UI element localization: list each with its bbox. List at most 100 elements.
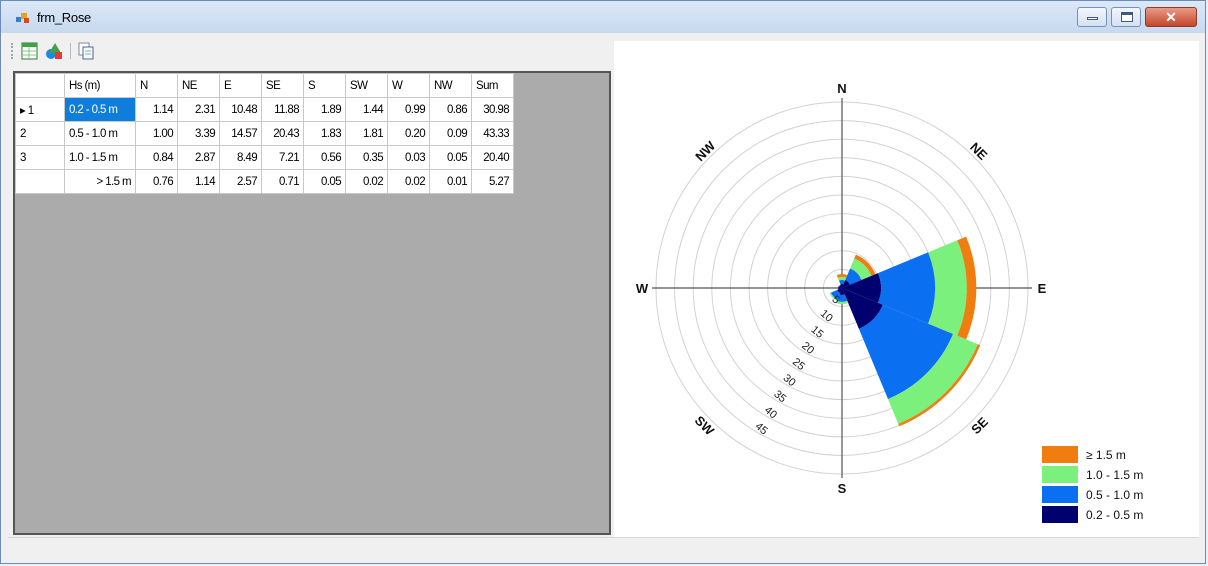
cell-s[interactable]: 1.83	[303, 121, 346, 146]
cell-se[interactable]: 0.71	[261, 169, 304, 194]
toolbar-grip[interactable]	[11, 43, 16, 59]
cell-n[interactable]: 0.76	[135, 169, 178, 194]
petal-s	[835, 302, 849, 305]
petal-sw	[837, 288, 842, 293]
direction-label-nw: NW	[692, 138, 718, 164]
petal-n	[838, 280, 846, 285]
petal-sw	[830, 290, 840, 300]
title-bar[interactable]: frm_Rose ✕	[1, 1, 1205, 33]
column-header-n[interactable]: N	[135, 73, 178, 98]
radial-tick-label: 15	[808, 324, 825, 341]
close-icon: ✕	[1165, 9, 1177, 25]
toolbar	[8, 37, 611, 65]
petal-e	[957, 236, 977, 340]
cell-sum[interactable]: 20.40	[471, 145, 514, 170]
cell-w[interactable]: 0.99	[387, 97, 430, 122]
cell-e[interactable]: 10.48	[219, 97, 262, 122]
petal-s	[836, 294, 848, 302]
cell-nw[interactable]: 0.05	[429, 145, 472, 170]
cell-n[interactable]: 1.00	[135, 121, 178, 146]
cell-ne[interactable]: 3.39	[177, 121, 220, 146]
shapes-icon[interactable]	[44, 41, 64, 61]
table-row[interactable]: 2 0.5 - 1.0 m 1.00 3.39 14.57 20.43 1.83…	[15, 121, 514, 146]
minimize-button[interactable]	[1077, 7, 1107, 27]
cell-ne[interactable]: 2.87	[177, 145, 220, 170]
petal-s	[839, 288, 845, 296]
cell-sw[interactable]: 0.02	[345, 169, 388, 194]
row-header[interactable]: ▸ 1	[15, 97, 65, 122]
cell-se[interactable]: 11.88	[261, 97, 304, 122]
direction-label-se: SE	[968, 414, 991, 437]
petal-e	[878, 252, 936, 324]
legend-label: 1.0 - 1.5 m	[1086, 468, 1143, 482]
cell-n[interactable]: 1.14	[135, 97, 178, 122]
table-row[interactable]: 3 1.0 - 1.5 m 0.84 2.87 8.49 7.21 0.56 0…	[15, 145, 514, 170]
row-header[interactable]	[15, 169, 65, 194]
row-header[interactable]: 3	[15, 145, 65, 170]
cell-sum[interactable]: 30.98	[471, 97, 514, 122]
cell-w[interactable]: 0.20	[387, 121, 430, 146]
cell-sum[interactable]: 5.27	[471, 169, 514, 194]
legend-swatch	[1042, 486, 1078, 503]
petal-ne	[842, 280, 850, 288]
petal-nw	[838, 284, 841, 287]
table-row[interactable]: > 1.5 m 0.76 1.14 2.57 0.71 0.05 0.02 0.…	[15, 169, 514, 194]
cell-s[interactable]: 0.05	[303, 169, 346, 194]
radial-tick-label: 25	[790, 356, 807, 373]
column-header-sw[interactable]: SW	[345, 73, 388, 98]
cell-s[interactable]: 1.89	[303, 97, 346, 122]
rose-chart-panel: 5 10 15 20 25 30 35 40 45 N NE E SE S SW W NW ≥ 1.5 m 1.0 …	[614, 41, 1199, 537]
column-header-s[interactable]: S	[303, 73, 346, 98]
cell-ne[interactable]: 2.31	[177, 97, 220, 122]
radial-tick-label: 10	[818, 308, 835, 325]
radial-tick-label: 45	[753, 420, 770, 437]
maximize-icon	[1121, 12, 1133, 22]
column-header-sum[interactable]: Sum	[471, 73, 514, 98]
column-header-hs[interactable]: Hs (m)	[64, 73, 136, 98]
cell-e[interactable]: 2.57	[219, 169, 262, 194]
cell-ne[interactable]: 1.14	[177, 169, 220, 194]
cell-hs[interactable]: 1.0 - 1.5 m	[64, 145, 136, 170]
cell-nw[interactable]: 0.01	[429, 169, 472, 194]
close-button[interactable]: ✕	[1145, 7, 1197, 27]
legend-swatch	[1042, 446, 1078, 463]
cell-nw[interactable]: 0.09	[429, 121, 472, 146]
cell-e[interactable]: 8.49	[219, 145, 262, 170]
petal-s	[835, 300, 849, 304]
column-header-se[interactable]: SE	[261, 73, 304, 98]
table-row[interactable]: ▸ 1 0.2 - 0.5 m 1.14 2.31 10.48 11.88 1.…	[15, 97, 514, 122]
export-excel-icon[interactable]	[20, 41, 40, 61]
legend-swatch	[1042, 466, 1078, 483]
cell-n[interactable]: 0.84	[135, 145, 178, 170]
cell-nw[interactable]: 0.86	[429, 97, 472, 122]
cell-w[interactable]: 0.03	[387, 145, 430, 170]
cell-sw[interactable]: 1.81	[345, 121, 388, 146]
cell-hs[interactable]: 0.5 - 1.0 m	[64, 121, 136, 146]
cell-s[interactable]: 0.56	[303, 145, 346, 170]
direction-label-sw: SW	[692, 413, 718, 439]
petal-nw	[839, 285, 842, 288]
petal-n	[840, 283, 844, 288]
copy-icon[interactable]	[76, 41, 96, 61]
cell-sw[interactable]: 0.35	[345, 145, 388, 170]
maximize-button[interactable]	[1111, 7, 1141, 27]
column-header-ne[interactable]: NE	[177, 73, 220, 98]
column-header-e[interactable]: E	[219, 73, 262, 98]
cell-hs[interactable]: 0.2 - 0.5 m	[64, 97, 136, 122]
cell-se[interactable]: 7.21	[261, 145, 304, 170]
cell-se[interactable]: 20.43	[261, 121, 304, 146]
column-header-w[interactable]: W	[387, 73, 430, 98]
column-header-nw[interactable]: NW	[429, 73, 472, 98]
petal-se	[858, 304, 954, 400]
cell-w[interactable]: 0.02	[387, 169, 430, 194]
petal-se	[887, 333, 978, 424]
client-area: Hs (m) N NE E SE S SW W NW Sum ▸ 1	[8, 33, 1199, 537]
cell-sum[interactable]: 43.33	[471, 121, 514, 146]
row-header[interactable]: 2	[15, 121, 65, 146]
petal-sw	[829, 292, 838, 301]
cell-e[interactable]: 14.57	[219, 121, 262, 146]
data-grid[interactable]: Hs (m) N NE E SE S SW W NW Sum ▸ 1	[13, 71, 611, 535]
cell-sw[interactable]: 1.44	[345, 97, 388, 122]
cell-hs[interactable]: > 1.5 m	[64, 169, 136, 194]
